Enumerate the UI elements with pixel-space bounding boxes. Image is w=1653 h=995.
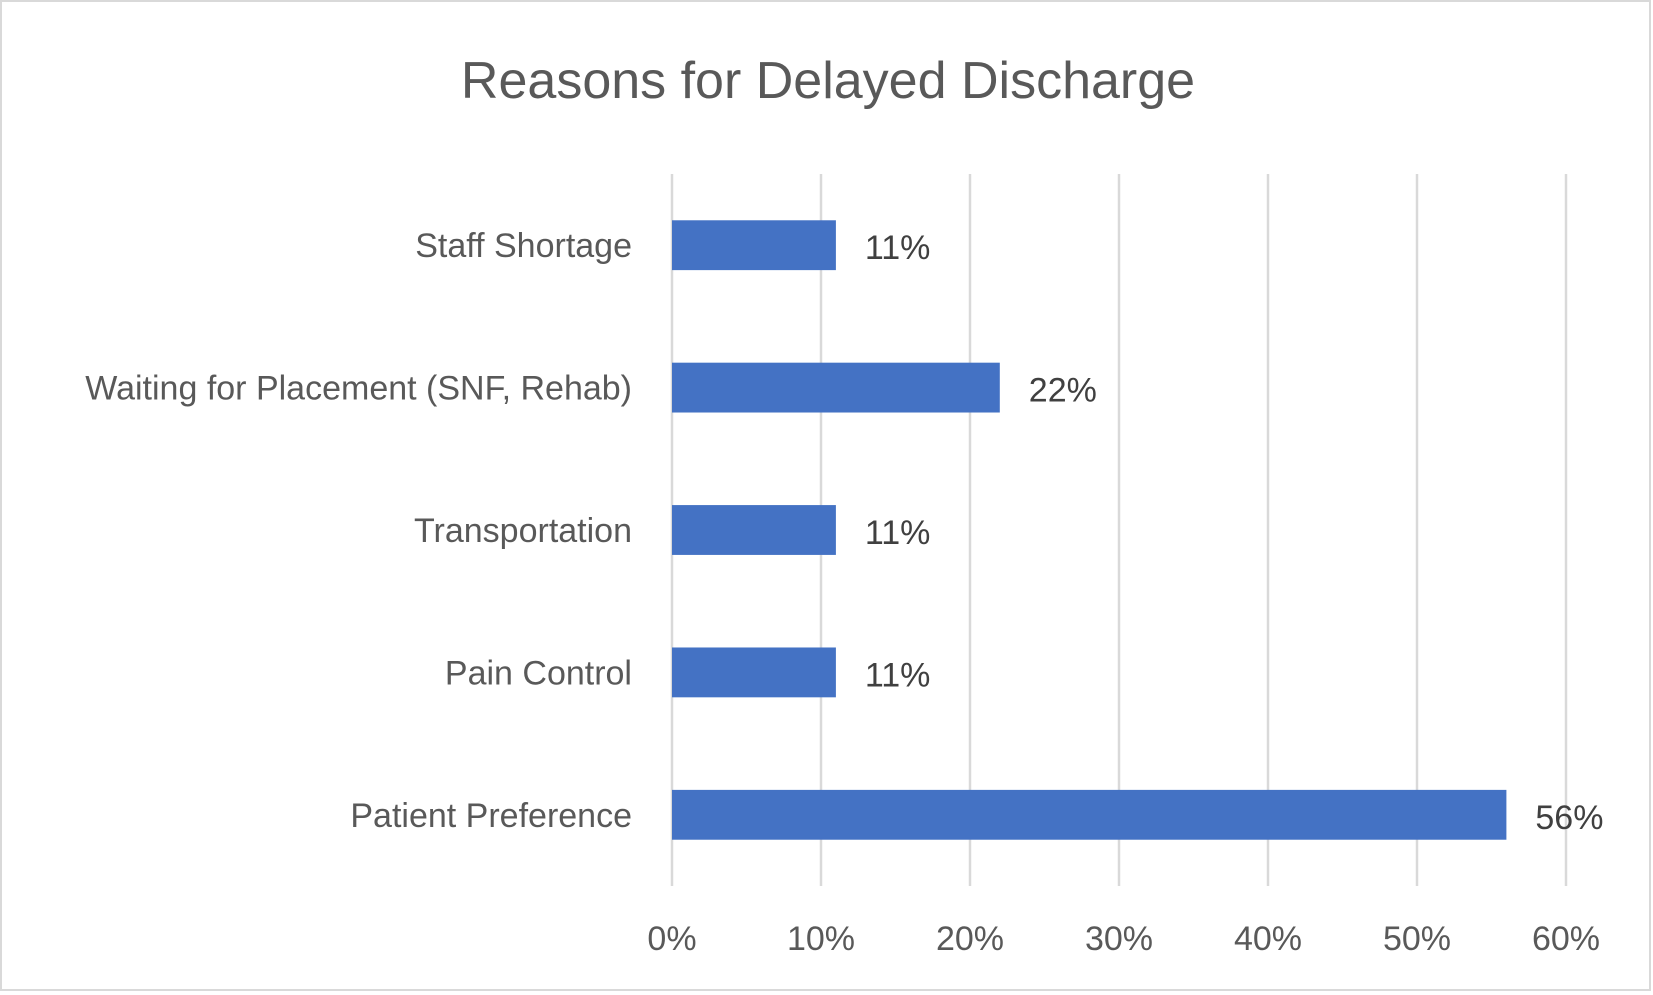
x-tick-label: 40% — [1234, 920, 1302, 958]
category-label: Transportation — [414, 512, 632, 550]
data-label: 22% — [1029, 372, 1097, 410]
data-label: 11% — [865, 656, 931, 694]
data-label: 56% — [1535, 799, 1603, 837]
x-tick-label: 20% — [936, 920, 1004, 958]
category-label: Staff Shortage — [415, 227, 632, 265]
category-label: Patient Preference — [350, 797, 632, 835]
x-tick-label: 30% — [1085, 920, 1153, 958]
category-label: Waiting for Placement (SNF, Rehab) — [85, 370, 632, 408]
bar — [672, 505, 836, 555]
bars — [672, 220, 1507, 840]
bar — [672, 647, 836, 698]
data-label: 11% — [865, 229, 931, 267]
x-tick-label: 0% — [647, 920, 696, 958]
x-tick-label: 60% — [1532, 920, 1600, 958]
bar — [672, 220, 836, 271]
x-tick-label: 50% — [1383, 920, 1451, 958]
bar — [672, 362, 1000, 413]
category-labels: Staff Shortage Waiting for Placement (SNF… — [85, 227, 632, 835]
chart-title: Reasons for Delayed Discharge — [461, 52, 1195, 110]
data-labels: 11% 22% 11% 11% 56% — [865, 229, 1604, 837]
data-label: 11% — [865, 514, 931, 552]
category-label: Pain Control — [445, 654, 632, 692]
x-axis-tick-labels: 0% 10% 20% 30% 40% 50% 60% — [647, 920, 1600, 958]
bar — [672, 789, 1507, 840]
x-tick-label: 10% — [787, 920, 855, 958]
gridlines — [670, 174, 1568, 886]
